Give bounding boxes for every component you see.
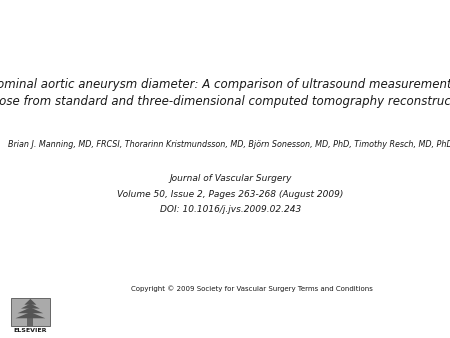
Polygon shape [24,299,36,305]
Text: Journal of Vascular Surgery: Journal of Vascular Surgery [169,174,292,183]
Bar [11,298,50,326]
Polygon shape [18,308,43,313]
Text: Copyright © 2009 Society for Vascular Surgery Terms and Conditions: Copyright © 2009 Society for Vascular Su… [130,286,373,292]
Bar [27,315,33,326]
Text: Brian J. Manning, MD, FRCSI, Thorarinn Kristmundsson, MD, Björn Sonesson, MD, Ph: Brian J. Manning, MD, FRCSI, Thorarinn K… [8,140,450,149]
Text: Volume 50, Issue 2, Pages 263-268 (August 2009): Volume 50, Issue 2, Pages 263-268 (Augus… [117,190,344,199]
Text: ELSEVIER: ELSEVIER [14,328,47,333]
Polygon shape [15,312,45,318]
Text: DOI: 10.1016/j.jvs.2009.02.243: DOI: 10.1016/j.jvs.2009.02.243 [160,205,301,214]
Polygon shape [21,304,40,309]
Text: Abdominal aortic aneurysm diameter: A comparison of ultrasound measurements with: Abdominal aortic aneurysm diameter: A co… [0,78,450,107]
